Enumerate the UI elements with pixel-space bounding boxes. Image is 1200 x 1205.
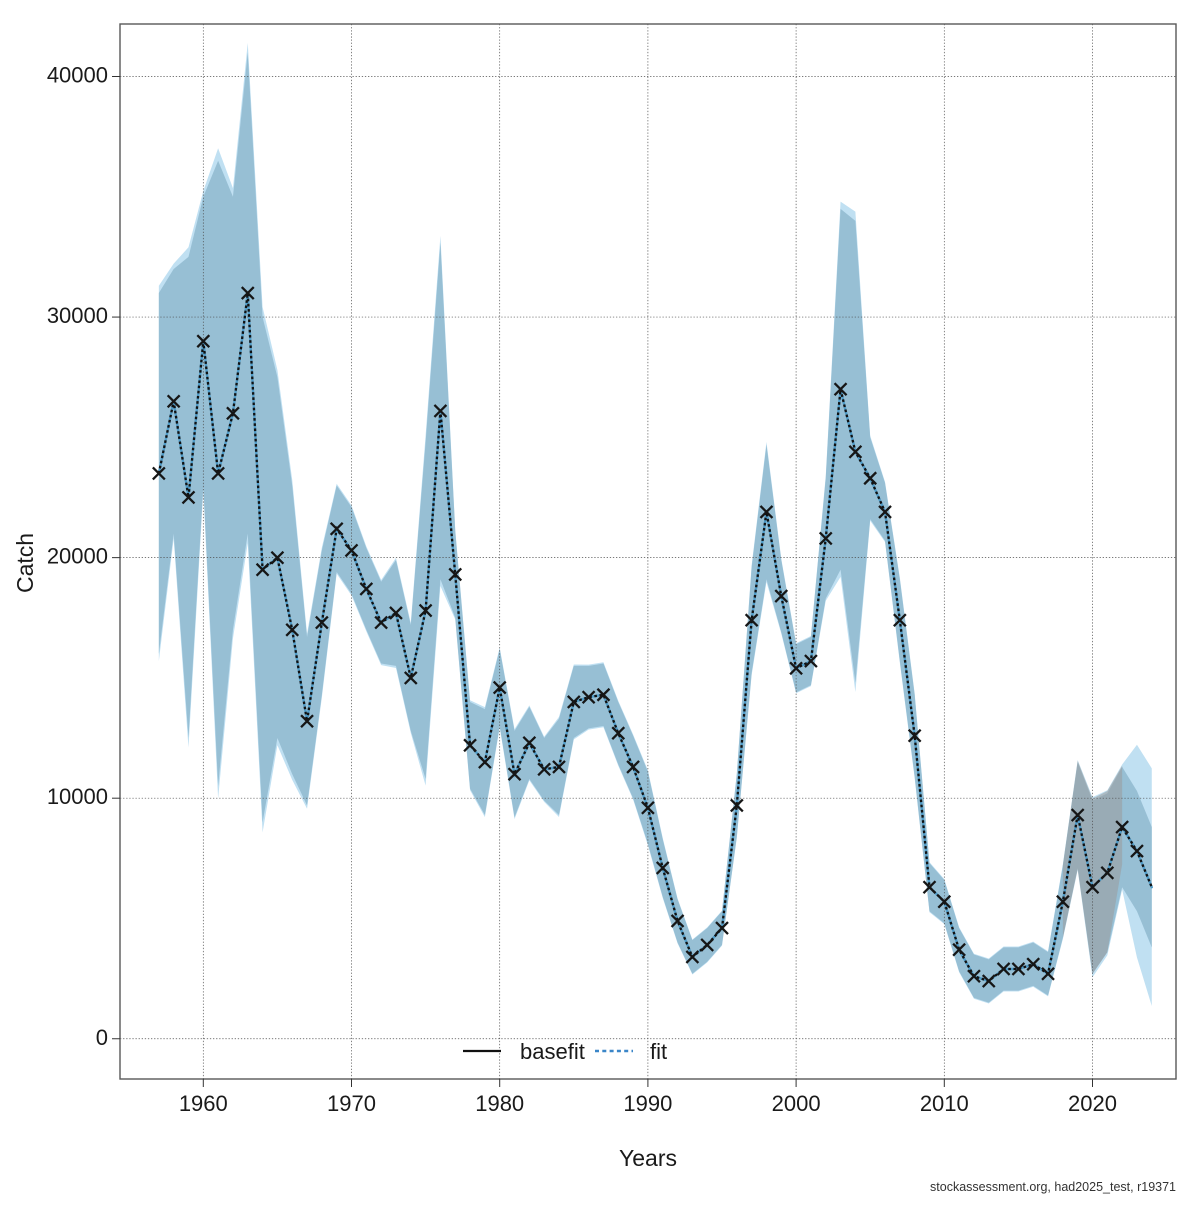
svg-text:1960: 1960 [179,1091,228,1116]
svg-text:0: 0 [96,1025,108,1050]
svg-text:Catch: Catch [12,533,38,593]
svg-text:10000: 10000 [47,784,108,809]
svg-text:1980: 1980 [475,1091,524,1116]
svg-text:fit: fit [650,1039,667,1064]
svg-text:1970: 1970 [327,1091,376,1116]
svg-text:40000: 40000 [47,63,108,88]
svg-text:Years: Years [619,1145,677,1171]
svg-text:2000: 2000 [772,1091,821,1116]
svg-text:2010: 2010 [920,1091,969,1116]
svg-text:2020: 2020 [1068,1091,1117,1116]
svg-text:20000: 20000 [47,544,108,569]
svg-text:30000: 30000 [47,303,108,328]
svg-text:basefit: basefit [520,1039,585,1064]
svg-text:1990: 1990 [623,1091,672,1116]
svg-text:stockassessment.org, had2025_t: stockassessment.org, had2025_test, r1937… [930,1180,1176,1194]
